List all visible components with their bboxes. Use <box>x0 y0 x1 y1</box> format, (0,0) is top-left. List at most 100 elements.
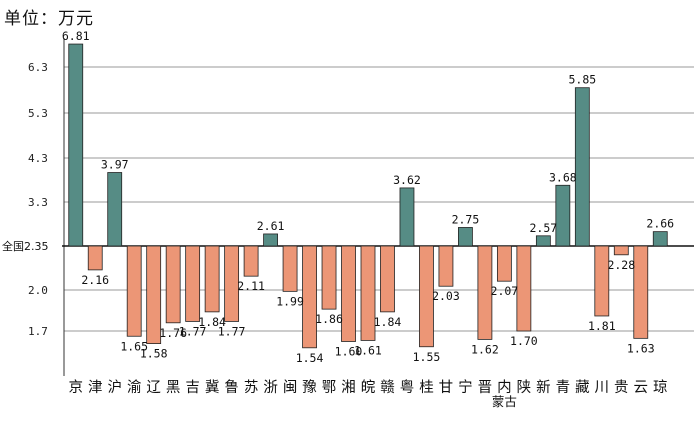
bar-闽 <box>282 245 298 292</box>
category-label: 黑 <box>166 380 181 396</box>
category-label: 鲁 <box>224 379 239 396</box>
category-label: 吉 <box>185 379 200 396</box>
bar-桂 <box>419 245 434 348</box>
bar-内蒙古 <box>496 245 512 282</box>
data-label: 3.97 <box>101 158 129 172</box>
bar-粤 <box>399 187 415 247</box>
category-label: 藏 <box>575 379 590 396</box>
bar-豫 <box>302 245 317 349</box>
data-label: 2.16 <box>81 273 109 287</box>
bar-云 <box>633 245 649 339</box>
data-label: 1.81 <box>588 319 616 333</box>
data-label: 2.61 <box>257 219 285 233</box>
y-tick-label: 4.3 <box>28 152 48 165</box>
category-label: 津 <box>88 379 103 396</box>
data-labels: 6.812.163.971.651.581.761.771.841.772.11… <box>62 29 674 365</box>
data-label: 1.54 <box>296 351 324 365</box>
data-label: 1.63 <box>627 341 655 355</box>
data-label: 2.66 <box>646 217 674 231</box>
data-label: 2.57 <box>530 221 558 235</box>
bar-晋 <box>477 245 493 340</box>
bar-渝 <box>126 245 142 337</box>
category-label: 辽 <box>146 379 161 396</box>
y-tick-label: 3.3 <box>28 196 48 209</box>
data-label: 1.84 <box>374 315 402 329</box>
category-label: 宁 <box>458 379 473 396</box>
data-label: 1.58 <box>140 347 168 361</box>
bar-黑 <box>165 245 181 324</box>
data-label: 2.07 <box>491 284 519 298</box>
unit-label: 单位：万元 <box>4 9 94 29</box>
category-label: 鄂 <box>322 379 337 396</box>
data-label: 1.84 <box>198 315 226 329</box>
category-label: 渝 <box>127 379 142 396</box>
category-label: 青 <box>556 379 571 396</box>
category-label: 晋 <box>478 380 493 396</box>
category-label: 贵 <box>614 379 629 396</box>
y-tick-label: 6.3 <box>28 61 48 74</box>
data-label: 5.85 <box>568 73 596 87</box>
bar-津 <box>87 245 103 271</box>
category-label: 甘 <box>439 379 454 396</box>
bar-皖 <box>360 245 376 341</box>
y-tick-label: 2.0 <box>28 284 48 297</box>
category-label: 冀 <box>205 379 220 396</box>
bar-陕 <box>516 245 532 332</box>
data-label: 1.86 <box>315 312 343 326</box>
bar-辽 <box>146 245 162 344</box>
bar-京 <box>68 43 84 247</box>
category-label: 云 <box>634 380 649 396</box>
data-label: 2.11 <box>237 279 265 293</box>
data-label: 2.03 <box>432 289 460 303</box>
data-label: 1.76 <box>159 326 187 340</box>
category-label: 琼 <box>653 379 668 396</box>
data-label: 1.62 <box>471 342 499 356</box>
category-label: 闽 <box>283 379 298 396</box>
category-label: 苏 <box>244 379 259 396</box>
category-label: 陕 <box>517 379 532 396</box>
category-label: 浙 <box>263 379 278 396</box>
category-label: 皖 <box>361 379 376 396</box>
bar-浙 <box>263 233 278 247</box>
category-label: 沪 <box>107 379 122 396</box>
data-label: 1.60 <box>335 345 363 359</box>
data-label: 1.99 <box>276 294 304 308</box>
data-label: 2.28 <box>607 258 635 272</box>
bar-鲁 <box>224 245 240 322</box>
y-tick-label: 5.3 <box>28 107 48 120</box>
bar-琼 <box>652 231 668 247</box>
bars <box>68 43 668 349</box>
category-label: 桂 <box>419 379 434 396</box>
category-label: 湘 <box>341 379 356 396</box>
data-label: 1.61 <box>354 343 382 357</box>
bar-青 <box>555 184 571 247</box>
category-label: 川 <box>595 380 610 396</box>
bar-藏 <box>574 87 590 247</box>
bar-甘 <box>438 245 454 287</box>
axes: 1.7 2.0 3.3 4.3 5.3 6.3 全国2.35 <box>2 38 694 376</box>
data-label: 3.62 <box>393 173 421 187</box>
category-label: 京 <box>68 379 83 396</box>
bar-赣 <box>380 245 395 313</box>
category-labels: 京津沪渝辽黑吉冀鲁苏浙闽豫鄂湘皖赣粤桂甘宁晋内蒙古陕新青藏川贵云琼 <box>68 378 667 409</box>
y-tick-label: 1.7 <box>28 325 48 338</box>
data-label: 1.65 <box>120 339 148 353</box>
bar-冀 <box>204 245 220 313</box>
data-label: 1.77 <box>179 324 207 338</box>
data-label: 1.70 <box>510 334 538 348</box>
data-label: 1.55 <box>413 350 441 364</box>
data-label: 2.75 <box>452 212 480 226</box>
bar-川 <box>594 245 610 317</box>
data-label: 1.77 <box>218 324 246 338</box>
bar-鄂 <box>321 245 337 310</box>
bar-吉 <box>185 245 201 322</box>
data-label: 6.81 <box>62 29 90 43</box>
bar-沪 <box>107 172 123 247</box>
bar-贵 <box>613 245 629 256</box>
category-label: 新 <box>536 379 551 396</box>
baseline-label: 全国2.35 <box>2 239 49 253</box>
bar-宁 <box>458 227 473 247</box>
category-label: 豫 <box>302 379 317 396</box>
bar-苏 <box>243 245 259 277</box>
